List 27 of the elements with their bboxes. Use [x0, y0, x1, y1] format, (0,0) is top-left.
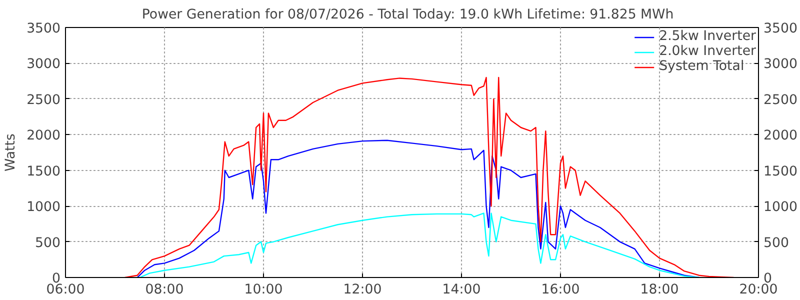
y-tick-label: 3500 — [26, 22, 61, 36]
y2-tick-label: 2500 — [764, 92, 798, 108]
x-tick-label: 18:00 — [640, 282, 679, 298]
y-tick-label: 500 — [35, 236, 61, 251]
y2-tick-label: 500 — [764, 236, 789, 251]
x-tick-label: 16:00 — [541, 282, 580, 298]
y2-tick-label: 2000 — [764, 128, 798, 144]
legend-label: 2.0kw Inverter — [659, 44, 756, 59]
line-series — [139, 212, 700, 278]
y-axis-title: Watts — [4, 134, 19, 172]
y2-tick-label: 1000 — [764, 200, 798, 216]
y-tick-label: 2500 — [26, 92, 61, 108]
y2-tick-label: 3500 — [764, 22, 798, 36]
y-tick-label: 2000 — [26, 128, 61, 144]
chart-title: Power Generation for 08/07/2026 - Total Today: 19.0 kWh Lifetime: 91.825 MWh — [142, 8, 674, 22]
y-tick-label: 1000 — [26, 200, 61, 216]
y2-tick-label: 3000 — [764, 57, 798, 72]
y2-tick-label: 1500 — [764, 164, 798, 180]
x-tick-label: 14:00 — [442, 282, 481, 298]
legend-label: System Total — [659, 59, 744, 74]
y-tick-label: 1500 — [26, 164, 61, 180]
x-tick-label: 08:00 — [145, 282, 184, 298]
y-tick-label: 3000 — [26, 57, 61, 72]
legend-label: 2.5kw Inverter — [659, 29, 756, 44]
line-series — [136, 140, 700, 278]
x-tick-label: 12:00 — [343, 282, 382, 298]
x-tick-label: 10:00 — [244, 282, 283, 298]
